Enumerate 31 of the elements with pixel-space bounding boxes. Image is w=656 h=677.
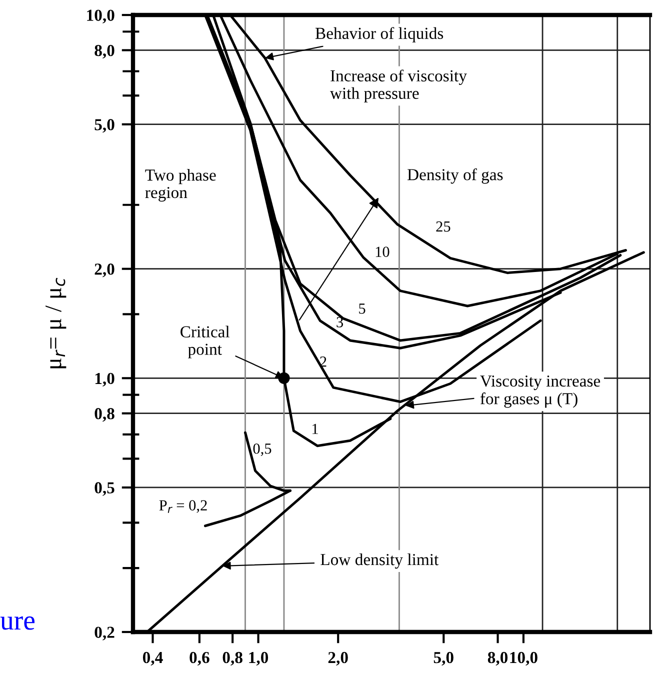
y-tick-label: 0,5 (94, 482, 114, 496)
y-tick-label: 0,8 (94, 408, 114, 422)
series-label: 10 (376, 246, 390, 257)
x-tick-label: 0,8 (222, 652, 242, 666)
annotation: Increase of viscosity with pressure (330, 70, 467, 102)
y-tick-label: 10,0 (87, 10, 114, 24)
x-tick-label: 0,6 (190, 652, 210, 666)
y-tick-label: 5,0 (94, 119, 114, 133)
x-tick-label: 1,0 (249, 652, 268, 666)
series-label: 5 (359, 304, 366, 314)
annotation: Low density limit (320, 553, 439, 569)
series-label: P$_{r}$ = 0,2 (159, 500, 207, 513)
series-label: 1 (312, 424, 318, 434)
y-tick-label: 2,0 (94, 264, 114, 278)
y-tick-label: 1,0 (95, 372, 114, 387)
text: ure (0, 616, 35, 630)
x-tick-label: 2,0 (328, 652, 348, 666)
annotation: Two phase region (145, 168, 216, 202)
annotation: Viscosity increase for gases μ (T) (480, 375, 600, 408)
x-tick-label: 10,0 (510, 652, 538, 666)
series-label: 25 (436, 221, 450, 232)
annotation: Critical point (180, 326, 230, 358)
annotation: Behavior of liquids (315, 27, 444, 42)
x-tick-label: 5,0 (434, 652, 454, 666)
annotation: Density of gas (407, 168, 503, 184)
y-tick-label: 8,0 (94, 44, 114, 59)
x-tick-label: 8,0 (488, 652, 508, 666)
x-tick-label: 0,4 (142, 652, 163, 666)
series-label: 0,5 (253, 444, 272, 456)
y-axis-title: μ$_{r}$= μ / μ$_{c}$ (46, 278, 66, 368)
y-tick-label: 0,2 (94, 626, 114, 640)
